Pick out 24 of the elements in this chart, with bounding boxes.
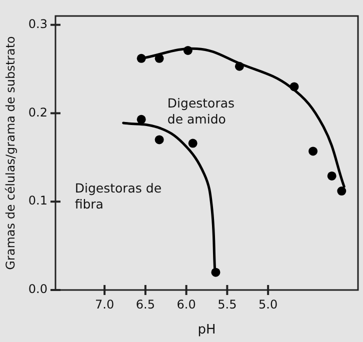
y-tick-label: 0.1 (28, 194, 48, 208)
y-tick-label: 0.3 (28, 16, 48, 31)
point (154, 135, 164, 144)
point (188, 138, 198, 148)
point (337, 186, 346, 196)
point (211, 268, 220, 277)
point (327, 171, 336, 180)
y-tick-label: 0.0 (28, 282, 48, 296)
annotation: Digestoras de fibra (74, 180, 162, 212)
point (290, 82, 299, 92)
x-tick-label: 5.0 (258, 297, 278, 312)
x-tick-label: 6.5 (136, 297, 155, 312)
y-axis-title: Gramas de células/grama de substrato (3, 36, 18, 270)
y-tick-label: 0.2 (28, 105, 48, 120)
x-tick-label: 6.0 (176, 297, 196, 312)
point (136, 114, 146, 124)
x-tick-label: 7.0 (94, 297, 114, 312)
x-tick-label: 5.5 (218, 297, 237, 312)
annotation: Digestoras de amido (167, 96, 235, 127)
point (308, 146, 318, 156)
x-axis-title: pH (198, 322, 216, 338)
point (234, 62, 244, 71)
point (183, 46, 192, 55)
point (136, 54, 146, 63)
